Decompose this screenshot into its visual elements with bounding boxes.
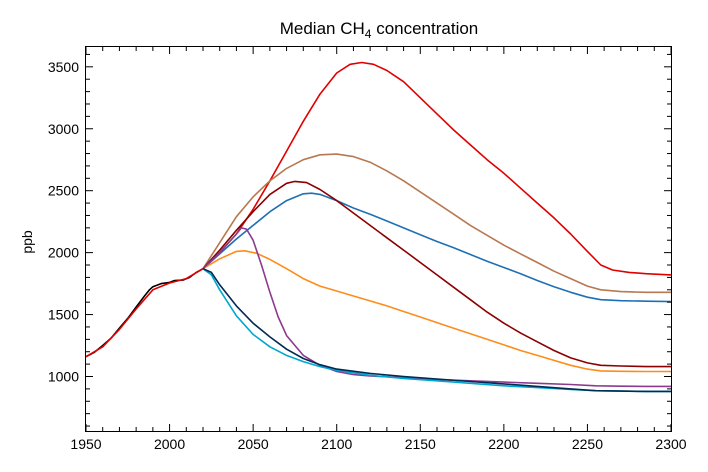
x-tick-label: 2250	[572, 436, 603, 452]
series-line-4	[202, 180, 671, 368]
x-tick-label: 2300	[655, 436, 686, 452]
chart-title-subscript: 4	[365, 27, 372, 41]
ticks-group	[85, 47, 672, 431]
y-tick-label: 3500	[48, 59, 79, 75]
series-line-6	[202, 227, 671, 388]
y-axis-label: ppb	[19, 230, 35, 254]
chart-title: Median CH4 concentration	[280, 19, 479, 41]
y-tick-label: 1500	[48, 307, 79, 323]
series-line-2	[202, 153, 671, 294]
series-line-8	[202, 267, 671, 393]
x-tick-label: 2150	[405, 436, 436, 452]
x-tick-label: 2050	[238, 436, 269, 452]
tick-labels-group: 1950 2000 2050 2100 2150 2200 2250 2300 1000 1500…	[48, 59, 687, 452]
chart-title-main: Median CH	[280, 19, 365, 38]
series-group	[85, 61, 672, 393]
x-tick-label: 1950	[70, 436, 101, 452]
series-line-5	[202, 250, 671, 373]
series-line-7	[202, 268, 671, 393]
y-tick-label: 2000	[48, 245, 79, 261]
x-tick-label: 2000	[154, 436, 185, 452]
chart-title-suffix: concentration	[371, 19, 478, 38]
y-tick-label: 3000	[48, 121, 79, 137]
series-line-1	[85, 61, 672, 358]
series-line-3	[202, 192, 672, 303]
x-tick-label: 2100	[321, 436, 352, 452]
y-tick-label: 1000	[48, 368, 79, 384]
x-tick-label: 2200	[488, 436, 519, 452]
y-tick-label: 2500	[48, 183, 79, 199]
plot-frame	[85, 46, 672, 432]
series-line-0	[85, 267, 204, 358]
